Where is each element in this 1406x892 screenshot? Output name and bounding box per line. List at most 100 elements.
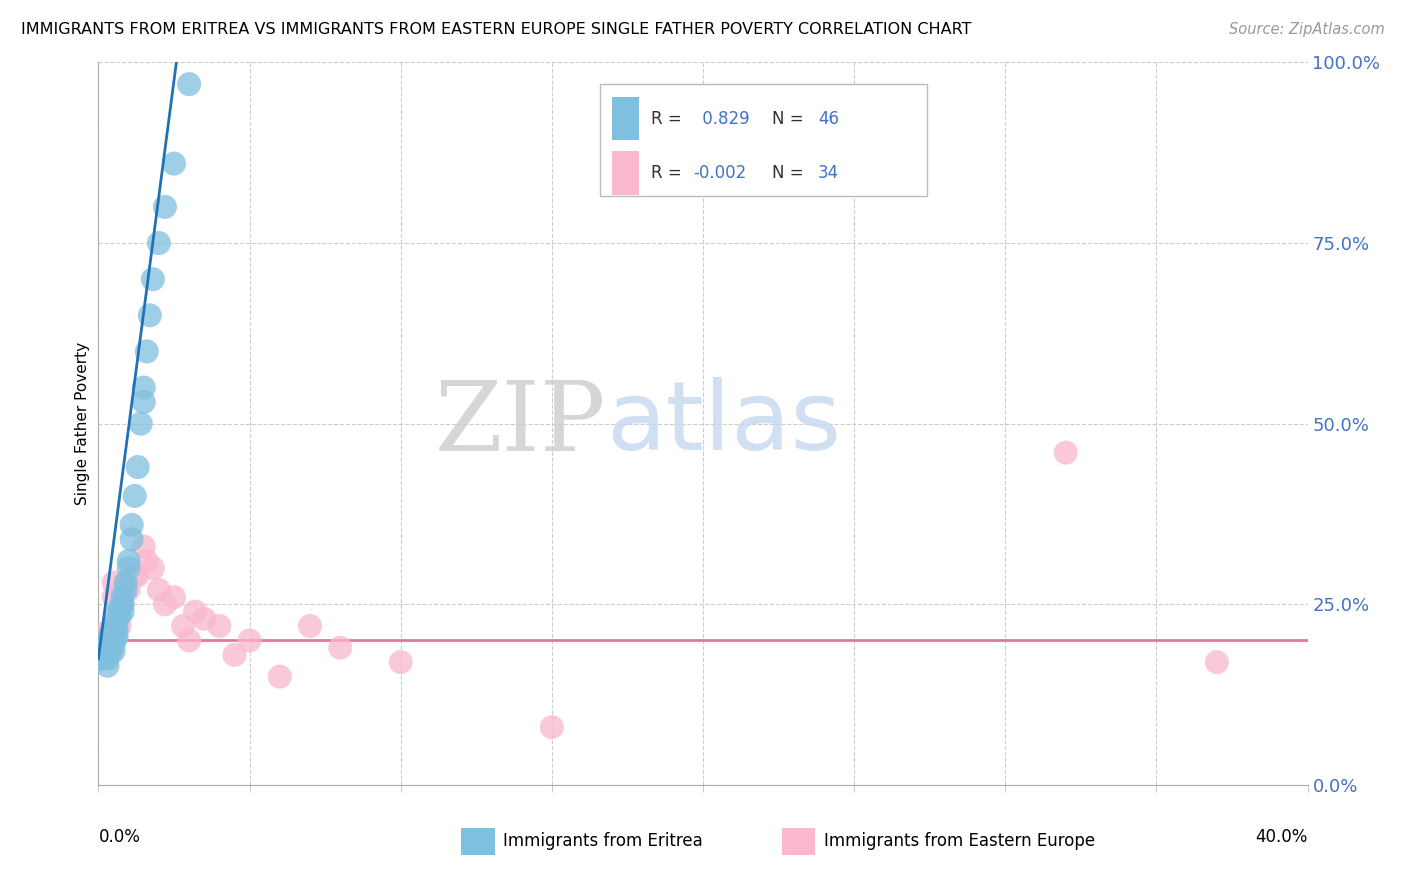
Point	[103, 626, 125, 640]
Point	[111, 605, 134, 619]
Point	[103, 575, 125, 590]
Point	[103, 590, 125, 604]
Point	[118, 582, 141, 597]
Point	[100, 644, 122, 658]
Point	[132, 380, 155, 394]
Point	[111, 590, 134, 604]
Point	[111, 598, 134, 612]
FancyBboxPatch shape	[600, 84, 927, 196]
FancyBboxPatch shape	[461, 828, 495, 855]
Text: 34: 34	[818, 164, 839, 182]
Text: 40.0%: 40.0%	[1256, 829, 1308, 847]
Point	[103, 633, 125, 648]
Text: atlas: atlas	[606, 377, 841, 470]
Point	[184, 605, 207, 619]
Point	[124, 568, 146, 582]
Point	[299, 619, 322, 633]
Point	[148, 582, 170, 597]
Point	[129, 417, 152, 431]
Point	[540, 720, 562, 734]
Point	[135, 344, 157, 359]
Point	[100, 637, 122, 651]
Text: Immigrants from Eritrea: Immigrants from Eritrea	[503, 832, 703, 850]
Point	[103, 644, 125, 658]
Point	[389, 655, 412, 669]
Point	[142, 561, 165, 575]
Text: ZIP: ZIP	[434, 376, 606, 471]
Point	[90, 637, 112, 651]
Point	[100, 626, 122, 640]
Text: R =: R =	[651, 110, 688, 128]
Text: R =: R =	[651, 164, 688, 182]
Point	[121, 533, 143, 547]
Text: 0.0%: 0.0%	[98, 829, 141, 847]
Point	[103, 637, 125, 651]
Text: N =: N =	[772, 164, 808, 182]
Point	[105, 608, 128, 623]
Point	[239, 633, 262, 648]
Point	[179, 633, 201, 648]
Point	[93, 626, 115, 640]
Text: 0.829: 0.829	[697, 110, 749, 128]
Text: -0.002: -0.002	[693, 164, 747, 182]
Point	[208, 619, 231, 633]
Point	[96, 640, 118, 655]
Point	[114, 575, 136, 590]
Point	[135, 554, 157, 568]
Point	[93, 637, 115, 651]
Point	[93, 644, 115, 658]
Point	[103, 619, 125, 633]
Point	[100, 633, 122, 648]
Point	[96, 658, 118, 673]
Point	[153, 598, 176, 612]
Point	[132, 395, 155, 409]
FancyBboxPatch shape	[782, 828, 815, 855]
Point	[193, 612, 215, 626]
Y-axis label: Single Father Poverty: Single Father Poverty	[75, 343, 90, 505]
Point	[90, 633, 112, 648]
Point	[139, 308, 162, 322]
Point	[124, 489, 146, 503]
Point	[93, 651, 115, 665]
Point	[108, 601, 131, 615]
Point	[118, 554, 141, 568]
Point	[153, 200, 176, 214]
Point	[111, 598, 134, 612]
Point	[1206, 655, 1229, 669]
Point	[105, 626, 128, 640]
FancyBboxPatch shape	[613, 97, 638, 140]
Point	[114, 575, 136, 590]
Point	[121, 517, 143, 532]
Point	[163, 156, 186, 170]
Point	[132, 540, 155, 554]
Point	[100, 633, 122, 648]
Text: 46: 46	[818, 110, 839, 128]
Text: IMMIGRANTS FROM ERITREA VS IMMIGRANTS FROM EASTERN EUROPE SINGLE FATHER POVERTY : IMMIGRANTS FROM ERITREA VS IMMIGRANTS FR…	[21, 22, 972, 37]
Point	[114, 582, 136, 597]
Point	[96, 637, 118, 651]
Point	[105, 623, 128, 637]
Text: Immigrants from Eastern Europe: Immigrants from Eastern Europe	[824, 832, 1095, 850]
FancyBboxPatch shape	[613, 152, 638, 194]
Point	[148, 235, 170, 250]
Point	[96, 644, 118, 658]
Point	[108, 619, 131, 633]
Point	[179, 77, 201, 91]
Point	[90, 651, 112, 665]
Point	[224, 648, 246, 662]
Point	[127, 568, 149, 582]
Point	[329, 640, 352, 655]
Point	[172, 619, 194, 633]
Point	[108, 608, 131, 623]
Point	[105, 630, 128, 644]
Text: N =: N =	[772, 110, 808, 128]
Point	[163, 590, 186, 604]
Point	[111, 582, 134, 597]
Point	[269, 669, 291, 683]
Point	[142, 272, 165, 286]
Point	[90, 644, 112, 658]
Point	[105, 615, 128, 630]
Point	[96, 651, 118, 665]
Text: Source: ZipAtlas.com: Source: ZipAtlas.com	[1229, 22, 1385, 37]
Point	[1054, 445, 1077, 459]
